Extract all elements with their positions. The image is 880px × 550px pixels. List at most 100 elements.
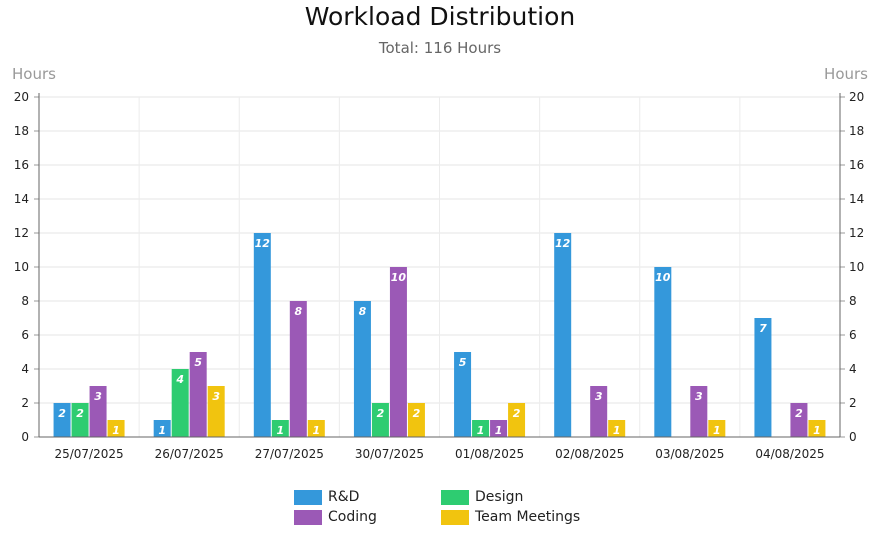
data-label: 1 bbox=[713, 424, 721, 437]
data-label: 3 bbox=[695, 390, 703, 403]
y-tick-label-right: 18 bbox=[849, 124, 864, 138]
bar[interactable] bbox=[608, 420, 626, 437]
bar[interactable] bbox=[271, 420, 289, 437]
legend-item[interactable]: Team Meetings bbox=[441, 508, 580, 526]
bar[interactable] bbox=[790, 403, 808, 437]
bar[interactable] bbox=[389, 267, 407, 437]
bar[interactable] bbox=[153, 420, 171, 437]
bar[interactable] bbox=[690, 386, 708, 437]
data-label: 2 bbox=[58, 407, 66, 420]
data-label: 2 bbox=[377, 407, 385, 420]
y-tick-label-right: 8 bbox=[849, 294, 857, 308]
legend-label: Coding bbox=[328, 509, 377, 525]
bar[interactable] bbox=[89, 386, 107, 437]
y-tick-label-right: 6 bbox=[849, 328, 857, 342]
bar[interactable] bbox=[554, 233, 572, 437]
y-tick-label-right: 0 bbox=[849, 430, 857, 444]
x-tick-label: 30/07/2025 bbox=[355, 447, 424, 461]
legend-label: R&D bbox=[328, 489, 360, 505]
data-label: 2 bbox=[795, 407, 803, 420]
data-label: 1 bbox=[158, 424, 166, 437]
y-axis-left-label: Hours bbox=[12, 65, 56, 83]
y-tick-label-left: 8 bbox=[21, 294, 29, 308]
y-tick-label-right: 14 bbox=[849, 192, 864, 206]
bar[interactable] bbox=[508, 403, 526, 437]
y-tick-label-right: 4 bbox=[849, 362, 857, 376]
y-tick-label-left: 18 bbox=[14, 124, 29, 138]
bar[interactable] bbox=[207, 386, 225, 437]
bar[interactable] bbox=[472, 420, 490, 437]
bar[interactable] bbox=[708, 420, 726, 437]
y-tick-label-left: 14 bbox=[14, 192, 29, 206]
bar[interactable] bbox=[808, 420, 826, 437]
legend: R&D Design Coding Team Meetings bbox=[294, 488, 614, 532]
data-label: 2 bbox=[513, 407, 521, 420]
legend-item[interactable]: Coding bbox=[294, 508, 377, 526]
bar[interactable] bbox=[490, 420, 508, 437]
data-label: 8 bbox=[359, 305, 367, 318]
legend-swatch bbox=[441, 489, 469, 505]
data-label: 5 bbox=[194, 356, 202, 369]
y-tick-label-left: 10 bbox=[14, 260, 29, 274]
y-tick-label-left: 0 bbox=[21, 430, 29, 444]
legend-item[interactable]: R&D bbox=[294, 488, 359, 506]
bar[interactable] bbox=[53, 403, 71, 437]
bar[interactable] bbox=[590, 386, 608, 437]
y-axis-right-label: Hours bbox=[824, 65, 868, 83]
data-label: 10 bbox=[655, 271, 671, 284]
x-tick-label: 26/07/2025 bbox=[155, 447, 224, 461]
data-label: 1 bbox=[613, 424, 621, 437]
data-label: 3 bbox=[595, 390, 603, 403]
bar[interactable] bbox=[407, 403, 425, 437]
bar[interactable] bbox=[754, 318, 772, 437]
chart-title: Workload Distribution bbox=[304, 2, 576, 31]
bar[interactable] bbox=[71, 403, 89, 437]
bar[interactable] bbox=[189, 352, 207, 437]
data-label: 1 bbox=[112, 424, 120, 437]
legend-swatch bbox=[294, 509, 322, 525]
y-tick-label-left: 2 bbox=[21, 396, 29, 410]
data-label: 12 bbox=[255, 237, 271, 250]
y-tick-label-left: 12 bbox=[14, 226, 29, 240]
y-tick-label-left: 16 bbox=[14, 158, 29, 172]
bar[interactable] bbox=[289, 301, 307, 437]
y-tick-label-left: 4 bbox=[21, 362, 29, 376]
y-tick-label-left: 20 bbox=[14, 90, 29, 104]
legend-item[interactable]: Design bbox=[441, 488, 523, 506]
y-tick-label-right: 20 bbox=[849, 90, 864, 104]
y-tick-label-right: 10 bbox=[849, 260, 864, 274]
data-label: 12 bbox=[555, 237, 571, 250]
x-tick-label: 02/08/2025 bbox=[555, 447, 624, 461]
bar[interactable] bbox=[454, 352, 472, 437]
data-label: 1 bbox=[495, 424, 503, 437]
legend-swatch bbox=[294, 489, 322, 505]
data-label: 1 bbox=[312, 424, 320, 437]
bar[interactable] bbox=[654, 267, 672, 437]
y-tick-label-right: 16 bbox=[849, 158, 864, 172]
legend-swatch bbox=[441, 509, 469, 525]
data-label: 7 bbox=[759, 322, 767, 335]
data-label: 1 bbox=[276, 424, 284, 437]
x-tick-label: 01/08/2025 bbox=[455, 447, 524, 461]
data-label: 3 bbox=[94, 390, 102, 403]
data-label: 8 bbox=[294, 305, 302, 318]
y-tick-label-right: 2 bbox=[849, 396, 857, 410]
data-label: 2 bbox=[76, 407, 84, 420]
bar[interactable] bbox=[253, 233, 271, 437]
bar[interactable] bbox=[353, 301, 371, 437]
x-tick-label: 04/08/2025 bbox=[755, 447, 824, 461]
y-tick-label-left: 6 bbox=[21, 328, 29, 342]
legend-label: Design bbox=[475, 489, 524, 505]
data-label: 4 bbox=[175, 373, 184, 386]
data-label: 1 bbox=[477, 424, 485, 437]
bar[interactable] bbox=[107, 420, 125, 437]
data-label: 5 bbox=[459, 356, 467, 369]
data-label: 10 bbox=[391, 271, 407, 284]
x-tick-label: 03/08/2025 bbox=[655, 447, 724, 461]
bar[interactable] bbox=[171, 369, 189, 437]
x-tick-label: 25/07/2025 bbox=[54, 447, 123, 461]
bar[interactable] bbox=[371, 403, 389, 437]
bar[interactable] bbox=[307, 420, 325, 437]
y-tick-label-right: 12 bbox=[849, 226, 864, 240]
